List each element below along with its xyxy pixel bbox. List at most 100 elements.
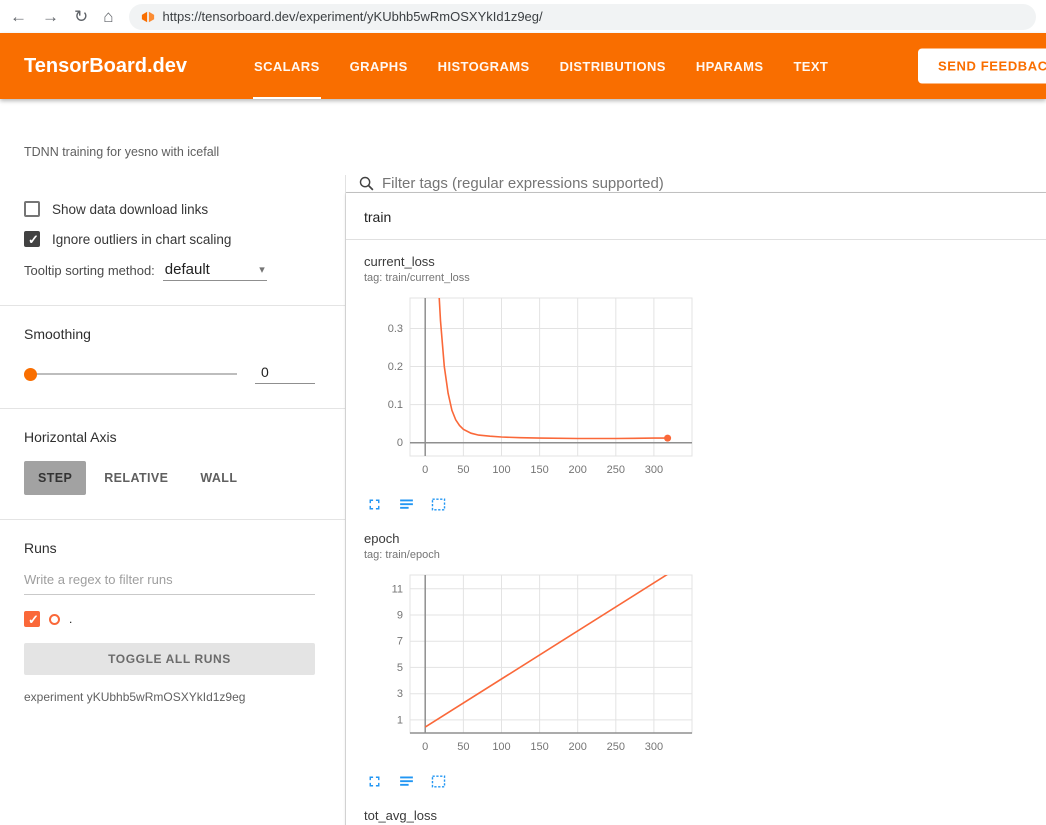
experiment-subheader: TDNN training for yesno with icefall	[0, 99, 1046, 175]
svg-text:100: 100	[492, 741, 510, 753]
send-feedback-button[interactable]: SEND FEEDBACK	[918, 48, 1046, 84]
tab-scalars[interactable]: SCALARS	[239, 33, 335, 99]
chart-card-epoch: epoch tag: train/epoch 1 3 5 7 9 11 0 50 100 150 200…	[364, 531, 700, 790]
back-icon[interactable]: ←	[10, 7, 27, 26]
svg-text:0: 0	[397, 437, 403, 449]
chart-title: tot_avg_loss	[364, 808, 437, 823]
tab-histograms[interactable]: HISTOGRAMS	[437, 58, 530, 74]
svg-text:250: 250	[607, 464, 625, 476]
tab-graphs[interactable]: GRAPHS	[349, 58, 408, 74]
data-lines-icon	[400, 776, 413, 786]
toggle-all-runs-button[interactable]: TOGGLE ALL RUNS	[24, 643, 315, 675]
view-options-button[interactable]	[398, 773, 415, 790]
tooltip-sorting-label: Tooltip sorting method:	[24, 263, 155, 278]
address-bar[interactable]: https://tensorboard.dev/experiment/yKUbh…	[128, 3, 1036, 30]
brand-logo: TensorBoard.dev	[24, 54, 187, 77]
fit-domain-icon	[431, 775, 446, 788]
slider-track	[24, 373, 237, 375]
svg-text:150: 150	[530, 464, 548, 476]
svg-text:3: 3	[397, 688, 403, 700]
search-icon	[359, 176, 374, 191]
ignore-outliers-checkbox[interactable]	[24, 231, 40, 248]
expand-chart-button[interactable]	[366, 773, 383, 790]
home-icon[interactable]: ⌂	[103, 7, 114, 26]
ignore-outliers-label: Ignore outliers in chart scaling	[52, 231, 232, 247]
forward-icon[interactable]: →	[42, 7, 59, 26]
chart-tag: tag: train/current_loss	[364, 272, 470, 284]
tag-filter-row	[346, 175, 1046, 193]
tab-text[interactable]: TEXT	[793, 58, 829, 74]
train-card: train current_loss tag: train/current_los…	[346, 193, 1046, 825]
chart-plot[interactable]: 1 3 5 7 9 11 0 50 100 150 200 250 300	[364, 569, 698, 769]
run-name: .	[69, 612, 73, 626]
charts-grid: current_loss tag: train/current_loss 0 0.1 0…	[346, 240, 1046, 825]
tag-filter-input[interactable]	[382, 175, 1046, 192]
chart-tag: tag: train/epoch	[364, 549, 440, 561]
data-lines-icon	[400, 499, 413, 509]
svg-text:50: 50	[457, 741, 469, 753]
tensorboard-favicon	[141, 11, 154, 22]
svg-text:5: 5	[397, 662, 403, 674]
expand-icon	[369, 776, 380, 787]
run-color-swatch	[49, 613, 60, 625]
expand-chart-button[interactable]	[366, 496, 383, 513]
expand-icon	[369, 499, 380, 510]
svg-text:50: 50	[457, 464, 469, 476]
axis-relative-button[interactable]: RELATIVE	[90, 461, 182, 495]
main-nav: SCALARS GRAPHS HISTOGRAMS DISTRIBUTIONS …	[239, 33, 843, 99]
svg-text:11: 11	[392, 583, 403, 595]
run-row[interactable]: .	[24, 611, 315, 628]
svg-text:200: 200	[569, 464, 587, 476]
svg-text:7: 7	[397, 636, 403, 648]
app-header: TensorBoard.dev SCALARS GRAPHS HISTOGRAM…	[0, 33, 1046, 99]
chart-plot[interactable]: 0 0.1 0.2 0.3 0 50 100 150 200 250 300	[364, 292, 698, 492]
show-download-links-row[interactable]: Show data download links	[24, 201, 315, 217]
scalars-main: train current_loss tag: train/current_los…	[345, 175, 1046, 825]
tab-distributions[interactable]: DISTRIBUTIONS	[559, 58, 666, 74]
run-checkbox[interactable]	[24, 611, 40, 628]
tab-hparams[interactable]: HPARAMS	[695, 58, 764, 74]
runs-filter-input[interactable]	[24, 566, 315, 595]
chart-card-current_loss: current_loss tag: train/current_loss 0 0.1 0…	[364, 254, 700, 513]
tooltip-sorting-dropdown[interactable]: default ▾	[162, 261, 267, 281]
fit-domain-icon	[431, 498, 446, 511]
url-text: https://tensorboard.dev/experiment/yKUbh…	[162, 9, 543, 24]
svg-text:100: 100	[492, 464, 510, 476]
axis-step-button[interactable]: STEP	[24, 461, 87, 495]
chart-title: epoch	[364, 531, 400, 546]
chart-title: current_loss	[364, 254, 435, 269]
fit-domain-button[interactable]	[430, 496, 447, 513]
svg-text:0.2: 0.2	[388, 361, 403, 373]
tooltip-sorting-value: default	[164, 261, 210, 278]
svg-text:300: 300	[645, 464, 663, 476]
svg-text:0.1: 0.1	[388, 399, 403, 411]
horizontal-axis-label: Horizontal Axis	[24, 429, 117, 445]
refresh-icon[interactable]: ↻	[74, 7, 89, 26]
chart-toolbar	[364, 773, 700, 790]
experiment-description: TDNN training for yesno with icefall	[24, 145, 220, 159]
svg-text:0: 0	[422, 464, 428, 476]
view-options-button[interactable]	[398, 496, 415, 513]
runs-label: Runs	[24, 540, 57, 556]
smoothing-slider[interactable]	[24, 367, 237, 381]
fit-domain-button[interactable]	[430, 773, 447, 790]
svg-text:150: 150	[530, 741, 548, 753]
svg-text:9: 9	[397, 610, 403, 622]
svg-text:0: 0	[422, 741, 428, 753]
ignore-outliers-row[interactable]: Ignore outliers in chart scaling	[24, 231, 315, 248]
smoothing-label: Smoothing	[24, 326, 91, 342]
show-download-checkbox[interactable]	[24, 201, 40, 217]
svg-text:0.3: 0.3	[388, 323, 403, 335]
svg-text:250: 250	[607, 741, 625, 753]
chevron-down-icon: ▾	[259, 264, 265, 276]
experiment-id-label: experiment yKUbhb5wRmOSXYkId1z9eg	[24, 690, 246, 704]
section-header-train[interactable]: train	[346, 193, 1046, 240]
axis-wall-button[interactable]: WALL	[186, 461, 251, 495]
browser-chrome: ← → ↻ ⌂ https://tensorboard.dev/experime…	[0, 0, 1046, 33]
show-download-label: Show data download links	[52, 201, 209, 217]
settings-sidebar: Show data download links Ignore outliers…	[0, 175, 345, 825]
svg-text:300: 300	[645, 741, 663, 753]
smoothing-value[interactable]: 0	[255, 364, 315, 384]
slider-thumb[interactable]	[24, 368, 37, 381]
